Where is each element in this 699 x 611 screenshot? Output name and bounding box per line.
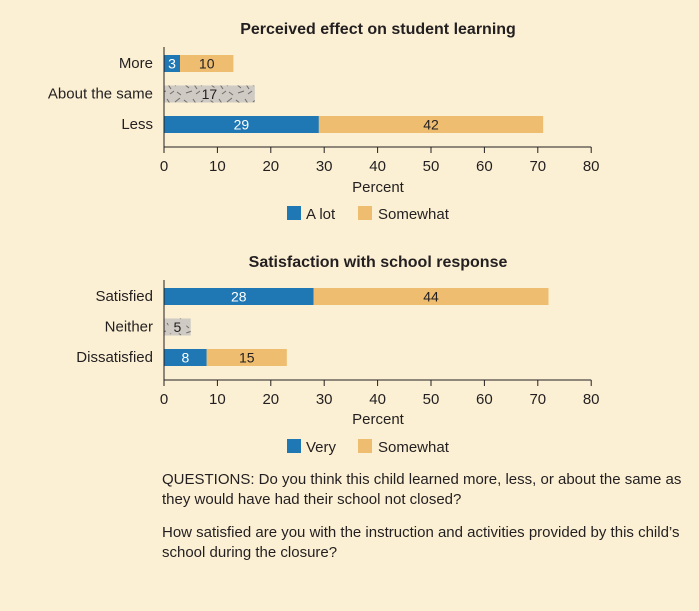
bar-value-label: 10 <box>199 56 215 72</box>
x-tick-label: 50 <box>423 391 440 408</box>
bar-segment <box>206 349 287 366</box>
x-tick-label: 70 <box>529 391 546 408</box>
bar-value-label: 28 <box>231 289 247 305</box>
bar-segment <box>180 55 234 72</box>
bar-value-label: 5 <box>173 319 181 335</box>
chart-title: Satisfaction with school response <box>249 254 508 271</box>
x-tick-label: 20 <box>262 158 279 175</box>
category-label: Satisfied <box>95 288 153 305</box>
bar-segment <box>164 349 207 366</box>
questions-text: QUESTIONS: Do you think this child learn… <box>162 470 682 576</box>
bar-segment <box>164 116 319 133</box>
bar-value-label: 29 <box>234 117 250 133</box>
category-label: Less <box>121 116 153 133</box>
x-axis-label: Percent <box>352 179 405 196</box>
question-2: How satisfied are you with the instructi… <box>162 524 680 561</box>
x-tick-label: 10 <box>209 158 226 175</box>
bar-segment <box>164 288 314 305</box>
x-tick-label: 50 <box>423 158 440 175</box>
legend-label: Very <box>306 439 337 456</box>
legend-swatch <box>287 206 301 220</box>
x-axis-label: Percent <box>352 411 405 428</box>
x-tick-label: 60 <box>476 158 493 175</box>
legend-label: Somewhat <box>378 439 450 456</box>
x-tick-label: 0 <box>160 391 168 408</box>
category-label: About the same <box>48 86 153 103</box>
x-tick-label: 30 <box>316 158 333 175</box>
bar-segment <box>164 55 181 72</box>
bar-value-label: 3 <box>168 56 176 72</box>
x-tick-label: 80 <box>583 158 600 175</box>
x-tick-label: 10 <box>209 391 226 408</box>
bar-value-label: 17 <box>202 86 218 102</box>
legend-swatch <box>358 206 372 220</box>
legend-swatch <box>287 439 301 453</box>
x-tick-label: 40 <box>369 391 386 408</box>
bar-segment <box>318 116 544 133</box>
category-label: Dissatisfied <box>76 349 153 366</box>
legend-swatch <box>358 439 372 453</box>
x-tick-label: 80 <box>583 391 600 408</box>
x-tick-label: 70 <box>529 158 546 175</box>
legend-label: Somewhat <box>378 206 450 223</box>
bar-value-label: 15 <box>239 350 255 366</box>
x-tick-label: 60 <box>476 391 493 408</box>
x-tick-label: 30 <box>316 391 333 408</box>
category-label: Neither <box>105 319 153 336</box>
x-tick-label: 40 <box>369 158 386 175</box>
bar-value-label: 44 <box>423 289 439 305</box>
x-tick-label: 0 <box>160 158 168 175</box>
bar-value-label: 8 <box>181 350 189 366</box>
chart-title: Perceived effect on student learning <box>240 21 516 38</box>
category-label: More <box>119 55 153 72</box>
bar-label-bg <box>200 87 219 101</box>
legend-label: A lot <box>306 206 336 223</box>
bar-value-label: 42 <box>423 117 439 133</box>
bar-segment <box>313 288 549 305</box>
question-1: QUESTIONS: Do you think this child learn… <box>162 471 682 508</box>
bar-label-bg <box>168 320 187 334</box>
x-tick-label: 20 <box>262 391 279 408</box>
